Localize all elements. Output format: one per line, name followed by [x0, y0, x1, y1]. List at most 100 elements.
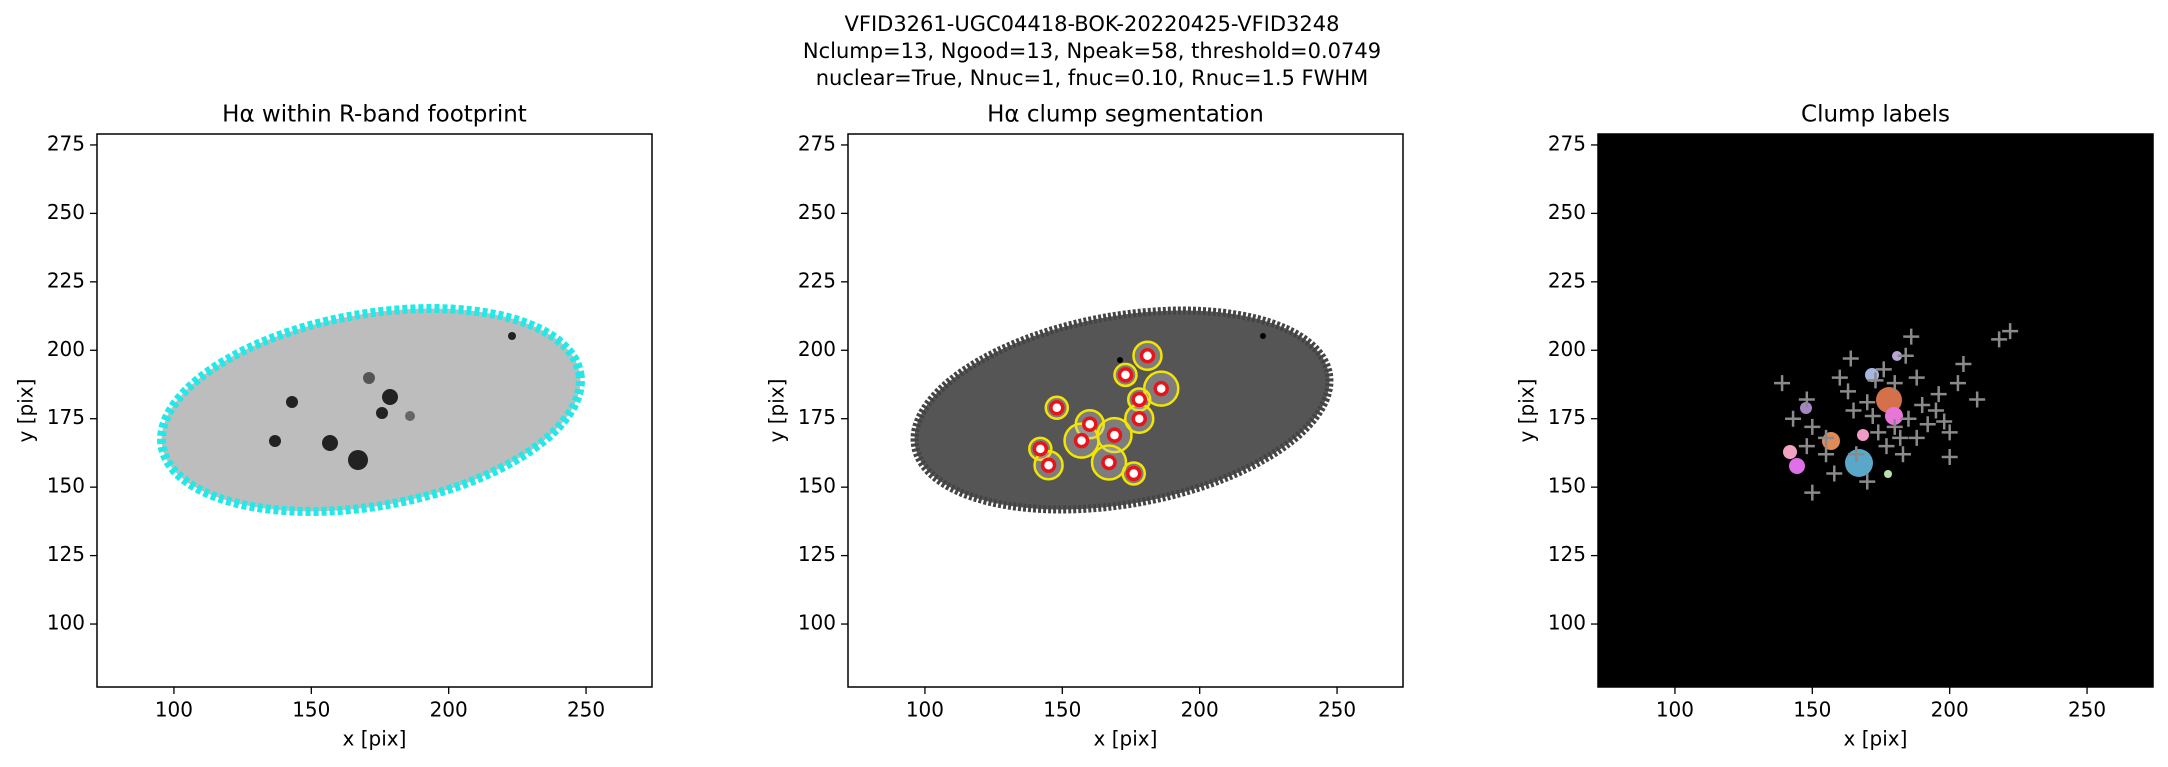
y-tick-label: 175 — [798, 405, 836, 429]
x-tick-label: 200 — [1181, 698, 1219, 722]
peak-marker — [2002, 323, 2019, 340]
image-panel-1 — [157, 304, 585, 516]
peak-marker — [1818, 446, 1835, 463]
x-tick-label: 150 — [1793, 698, 1831, 722]
peak-marker — [1897, 347, 1914, 364]
peak-marker — [1936, 413, 1953, 430]
peak-marker — [1867, 372, 1884, 389]
peak-marker — [1914, 397, 1931, 414]
galaxy — [910, 306, 1334, 514]
peak-marker — [1864, 407, 1881, 424]
y-axis-label: y [pix] — [765, 379, 789, 443]
image-panel-2 — [910, 306, 1334, 514]
y-tick-label: 200 — [47, 337, 85, 361]
y-axis-label: y [pix] — [1515, 379, 1539, 443]
y-tick-label: 125 — [798, 542, 836, 566]
clump-peak — [1032, 441, 1049, 457]
clump-peak — [1131, 391, 1147, 408]
peak-marker — [1892, 429, 1909, 446]
clump-peak — [1106, 427, 1123, 443]
y-tick-label: 275 — [798, 131, 836, 155]
peak-marker — [1840, 383, 1857, 400]
axes-title: Hα within R-band footprint — [222, 102, 527, 128]
x-tick-label: 100 — [1656, 698, 1694, 722]
clump-peak — [1153, 380, 1169, 397]
peak-marker — [1908, 369, 1925, 386]
peak-marker — [1927, 402, 1944, 419]
peak-marker — [1908, 429, 1925, 446]
axes-frame — [1597, 133, 2154, 688]
axes-frame — [96, 133, 653, 688]
x-tick-label: 250 — [2068, 698, 2106, 722]
peak-marker — [1798, 391, 1815, 408]
peak-marker — [1875, 361, 1892, 378]
y-tick-label: 225 — [47, 268, 85, 292]
x-axis-label: x [pix] — [1094, 727, 1158, 751]
y-tick-label: 100 — [1548, 611, 1586, 635]
x-tick-label: 200 — [1931, 698, 1969, 722]
x-tick-label: 200 — [430, 698, 468, 722]
axes-frame — [847, 133, 1404, 688]
y-tick-label: 275 — [47, 131, 85, 155]
y-tick-label: 150 — [798, 474, 836, 498]
axes-title: Hα clump segmentation — [987, 102, 1264, 128]
x-tick-label: 150 — [292, 698, 330, 722]
peak-marker — [1955, 355, 1972, 372]
clump-peak — [1101, 454, 1117, 471]
clump-peak — [1125, 465, 1142, 482]
peak-marker — [1903, 328, 1920, 345]
y-tick-label: 125 — [1548, 542, 1586, 566]
y-tick-label: 150 — [1548, 474, 1586, 498]
y-tick-label: 225 — [798, 268, 836, 292]
peak-marker — [1930, 386, 1947, 403]
y-tick-label: 100 — [47, 611, 85, 635]
x-tick-label: 100 — [906, 698, 944, 722]
y-tick-label: 225 — [1548, 268, 1586, 292]
suptitle: Nclump=13, Ngood=13, Npeak=58, threshold… — [803, 39, 1381, 63]
peak-marker — [1886, 418, 1903, 435]
y-tick-label: 175 — [1548, 405, 1586, 429]
y-tick-label: 125 — [47, 542, 85, 566]
image-panel-3 — [1598, 134, 2153, 687]
x-axis-label: x [pix] — [343, 727, 407, 751]
peak-marker — [1969, 391, 1986, 408]
y-tick-label: 200 — [1548, 337, 1586, 361]
clump-peak — [1049, 400, 1065, 416]
clump-peak — [1117, 367, 1134, 383]
suptitle: VFID3261-UGC04418-BOK-20220425-VFID3248 — [845, 12, 1340, 36]
peak-marker — [1919, 416, 1936, 433]
y-tick-label: 200 — [798, 337, 836, 361]
background — [1598, 134, 2153, 687]
peak-marker — [1804, 418, 1821, 435]
y-tick-label: 150 — [47, 474, 85, 498]
y-tick-label: 175 — [47, 405, 85, 429]
peak-marker — [1842, 350, 1859, 367]
peak-marker — [1949, 375, 1966, 392]
peak-marker — [1831, 369, 1848, 386]
peak-marker — [1798, 438, 1815, 455]
suptitle: nuclear=True, Nnuc=1, fnuc=0.10, Rnuc=1.… — [816, 66, 1369, 90]
peak-marker — [1774, 375, 1791, 392]
x-tick-label: 100 — [155, 698, 193, 722]
y-tick-label: 250 — [1548, 200, 1586, 224]
axes-title: Clump labels — [1801, 102, 1950, 128]
clump-peak — [1082, 416, 1098, 432]
y-tick-label: 100 — [798, 611, 836, 635]
y-tick-label: 275 — [1548, 131, 1586, 155]
clump-labels — [1783, 351, 1903, 478]
galaxy — [157, 304, 585, 516]
peak-marker — [1826, 465, 1843, 482]
clump-peak — [1139, 347, 1156, 364]
peak-marker — [1870, 424, 1887, 441]
x-tick-label: 150 — [1043, 698, 1081, 722]
peak-marker — [1991, 331, 2008, 348]
peak-marker — [1785, 410, 1802, 427]
x-tick-label: 250 — [567, 698, 605, 722]
peak-marker — [1941, 424, 1958, 441]
clump-peak — [1131, 410, 1147, 427]
peak-marker — [1941, 449, 1958, 466]
x-tick-label: 250 — [1318, 698, 1356, 722]
peak-marker — [1894, 446, 1911, 463]
peak-marker — [1878, 438, 1895, 455]
